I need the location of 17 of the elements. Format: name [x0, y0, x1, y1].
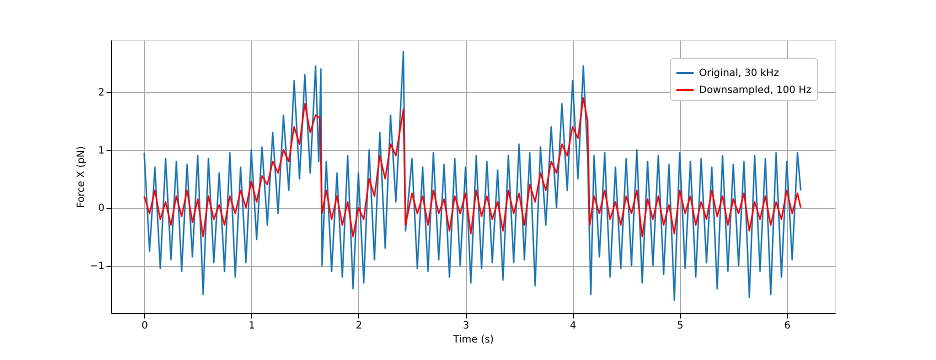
y-tick-label: −1: [90, 261, 104, 272]
x-tick-label: 0: [142, 320, 148, 332]
y-tick-label: 2: [98, 88, 104, 99]
x-tick-label: 3: [462, 320, 470, 332]
x-tick-label: 1: [248, 320, 255, 332]
x-tick-label: 5: [677, 320, 684, 332]
x-tick-label: 4: [570, 320, 576, 332]
legend-label: Original, 30 kHz: [699, 68, 779, 79]
x-tick-label: 6: [784, 320, 790, 332]
legend-label: Downsampled, 100 Hz: [699, 85, 812, 96]
y-tick-label: 1: [98, 145, 104, 156]
line-series: [143, 50, 802, 302]
x-axis-title: Time (s): [452, 334, 494, 346]
y-axis-title: Force X (pN): [76, 146, 87, 208]
line-series: [143, 97, 802, 238]
x-tick-label: 2: [356, 320, 362, 332]
y-tick-label: 0: [98, 203, 104, 214]
